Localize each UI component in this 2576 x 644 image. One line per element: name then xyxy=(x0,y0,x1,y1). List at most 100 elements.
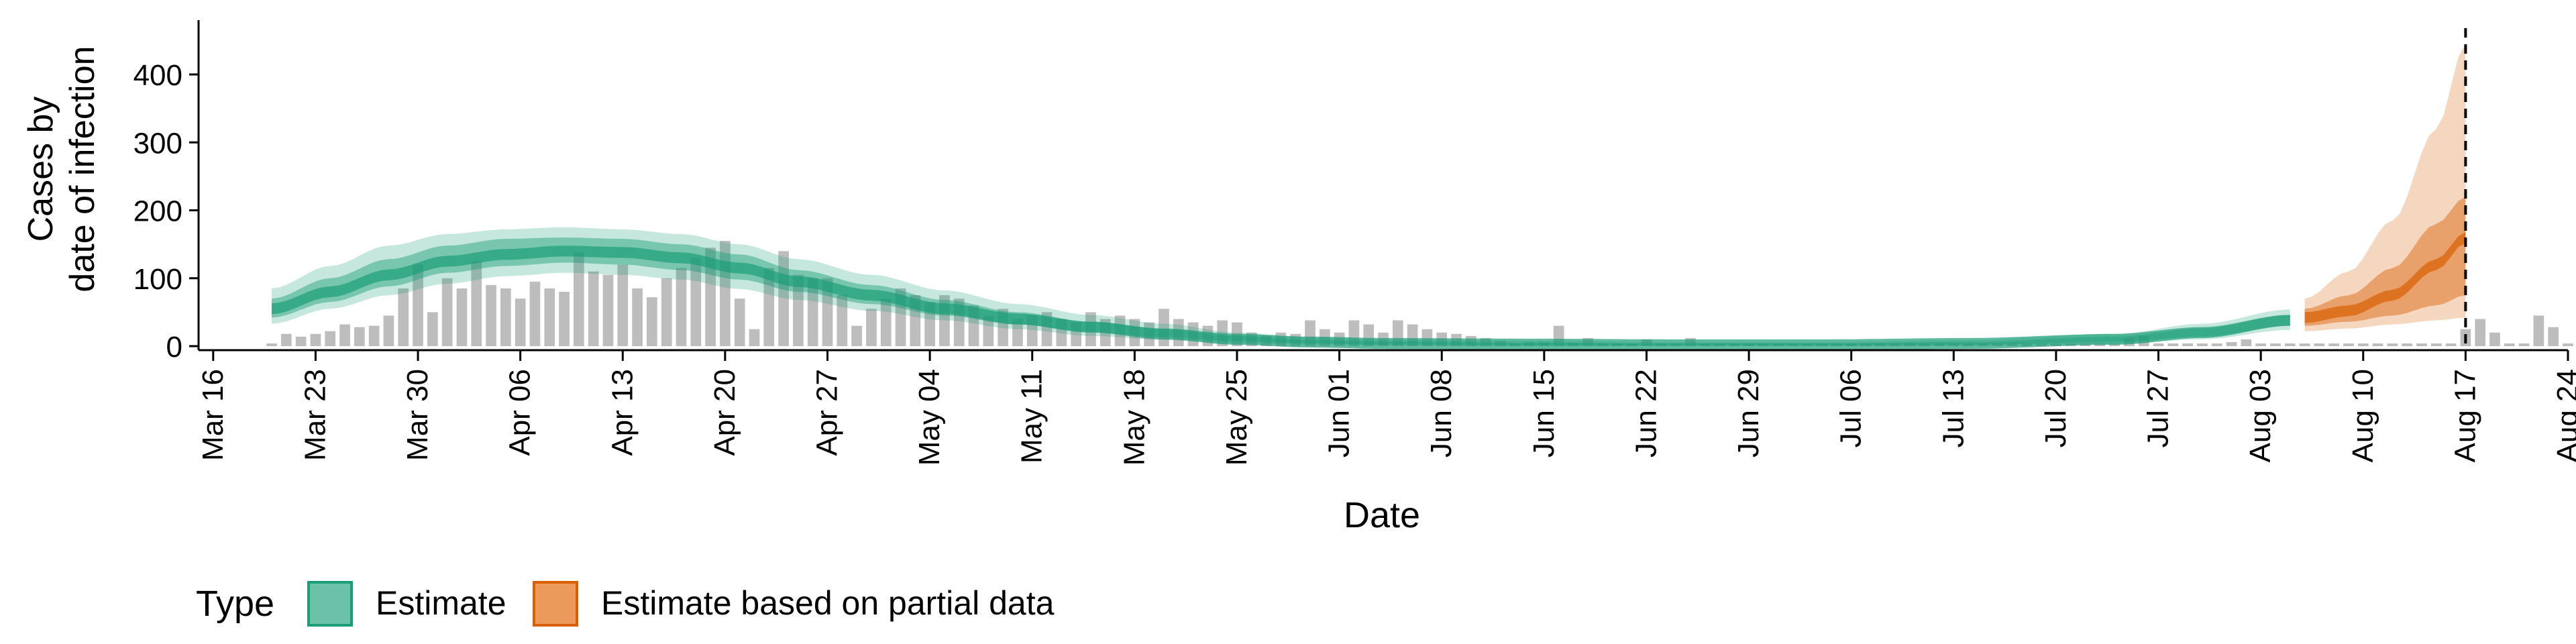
case-bar xyxy=(544,288,555,346)
x-axis-ticks: Mar 16 Mar 23 Mar 30 Apr 06 Apr 13 Apr 20 Apr … xyxy=(197,350,2576,466)
estimate-band-50 xyxy=(272,237,2290,345)
case-bar xyxy=(705,248,716,346)
case-bar xyxy=(749,329,760,346)
case-bar xyxy=(441,278,453,346)
x-tick-label: Aug 24 xyxy=(2551,369,2576,462)
case-bar xyxy=(500,288,511,346)
case-bar xyxy=(2255,343,2266,346)
case-bar xyxy=(2518,343,2530,346)
case-bar xyxy=(574,252,584,346)
case-bar xyxy=(427,312,438,346)
case-bar xyxy=(2357,343,2369,346)
case-bar xyxy=(763,268,775,346)
legend: Type Estimate Estimate based on partial … xyxy=(196,581,1055,627)
case-bar xyxy=(515,299,526,346)
case-bar xyxy=(2445,343,2457,346)
case-bar xyxy=(2314,343,2325,346)
case-bar xyxy=(2153,343,2164,346)
case-bar xyxy=(676,268,687,346)
x-tick-label: May 25 xyxy=(1220,369,1253,466)
x-tick-label: Apr 20 xyxy=(708,369,741,456)
case-bar xyxy=(2197,343,2208,346)
estimate-bands-layer xyxy=(272,44,2466,351)
case-bar xyxy=(2548,327,2559,346)
legend-title: Type xyxy=(196,584,274,624)
x-tick-label: May 18 xyxy=(1118,369,1150,466)
x-tick-label: Jun 22 xyxy=(1629,369,1662,458)
x-tick-label: Mar 23 xyxy=(299,369,331,461)
case-bar xyxy=(2182,343,2193,346)
case-bar xyxy=(398,288,409,346)
partial-estimate-median-ribbon xyxy=(2304,231,2466,323)
case-bar xyxy=(325,331,336,346)
y-tick-label: 100 xyxy=(133,263,182,296)
x-axis-label: Date xyxy=(1344,495,1420,535)
case-bar xyxy=(617,264,629,346)
case-bar xyxy=(2563,343,2573,346)
x-tick-label: Aug 17 xyxy=(2449,369,2481,462)
case-bar xyxy=(559,292,570,346)
y-axis-label-line1: Cases by xyxy=(21,97,60,242)
case-bar xyxy=(661,278,672,346)
x-tick-label: Jul 27 xyxy=(2142,369,2175,447)
x-tick-label: Aug 10 xyxy=(2347,369,2379,462)
x-tick-label: Apr 13 xyxy=(606,369,639,456)
x-tick-label: May 11 xyxy=(1016,369,1049,464)
x-tick-label: Mar 16 xyxy=(197,369,229,461)
case-bar xyxy=(310,333,321,346)
case-bar xyxy=(690,258,702,346)
y-axis-label-line2: date of infection xyxy=(63,46,102,292)
case-bar xyxy=(2226,341,2237,346)
case-bar xyxy=(983,315,994,346)
legend-label-partial-estimate: Estimate based on partial data xyxy=(601,584,1055,622)
x-tick-label: Jul 06 xyxy=(1835,369,1868,447)
case-bar xyxy=(2430,343,2442,346)
legend-label-estimate: Estimate xyxy=(376,584,506,622)
case-bar xyxy=(647,297,657,346)
case-bar xyxy=(295,336,307,346)
case-bar xyxy=(339,324,350,346)
legend-key-partial-estimate xyxy=(533,581,578,627)
x-tick-label: Jul 13 xyxy=(1937,369,1970,447)
case-bar xyxy=(2343,343,2354,346)
x-tick-label: Mar 30 xyxy=(401,369,434,461)
case-bar xyxy=(807,278,818,346)
case-bar xyxy=(602,274,614,346)
case-bar xyxy=(2241,339,2252,346)
case-bar xyxy=(354,327,365,346)
x-tick-label: Apr 06 xyxy=(504,369,537,456)
y-tick-label: 400 xyxy=(133,59,182,92)
case-bar xyxy=(880,299,892,346)
case-bar xyxy=(471,261,482,346)
partial-estimate-band-50 xyxy=(2304,197,2466,326)
case-bar xyxy=(2328,343,2340,346)
case-bar xyxy=(2299,343,2310,346)
case-bar xyxy=(2270,343,2281,346)
y-tick-label: 200 xyxy=(133,195,182,228)
case-bar xyxy=(456,288,468,346)
case-bar xyxy=(529,281,541,346)
case-bar xyxy=(2372,343,2383,346)
case-bar xyxy=(2284,343,2296,346)
case-bar xyxy=(793,274,804,346)
case-bar xyxy=(632,288,643,346)
y-axis-ticks: 0 100 200 300 400 xyxy=(133,59,199,364)
case-bar xyxy=(413,264,423,346)
x-tick-label: Jun 08 xyxy=(1425,369,1458,458)
estimate-band-90 xyxy=(272,227,2290,346)
partial-estimate-band-90 xyxy=(2304,44,2466,331)
case-bar xyxy=(837,295,848,346)
case-bar xyxy=(2387,343,2398,346)
estimate-median-ribbon xyxy=(272,246,2290,351)
case-bar xyxy=(851,325,862,346)
case-bar xyxy=(2533,315,2544,346)
case-bar xyxy=(486,284,496,346)
y-tick-label: 300 xyxy=(133,127,182,160)
case-bar xyxy=(2402,343,2413,346)
case-bar xyxy=(2504,343,2515,346)
x-tick-label: Jun 01 xyxy=(1323,369,1356,458)
case-bar xyxy=(383,315,394,346)
case-bar xyxy=(368,325,380,346)
y-tick-label: 0 xyxy=(166,331,182,364)
